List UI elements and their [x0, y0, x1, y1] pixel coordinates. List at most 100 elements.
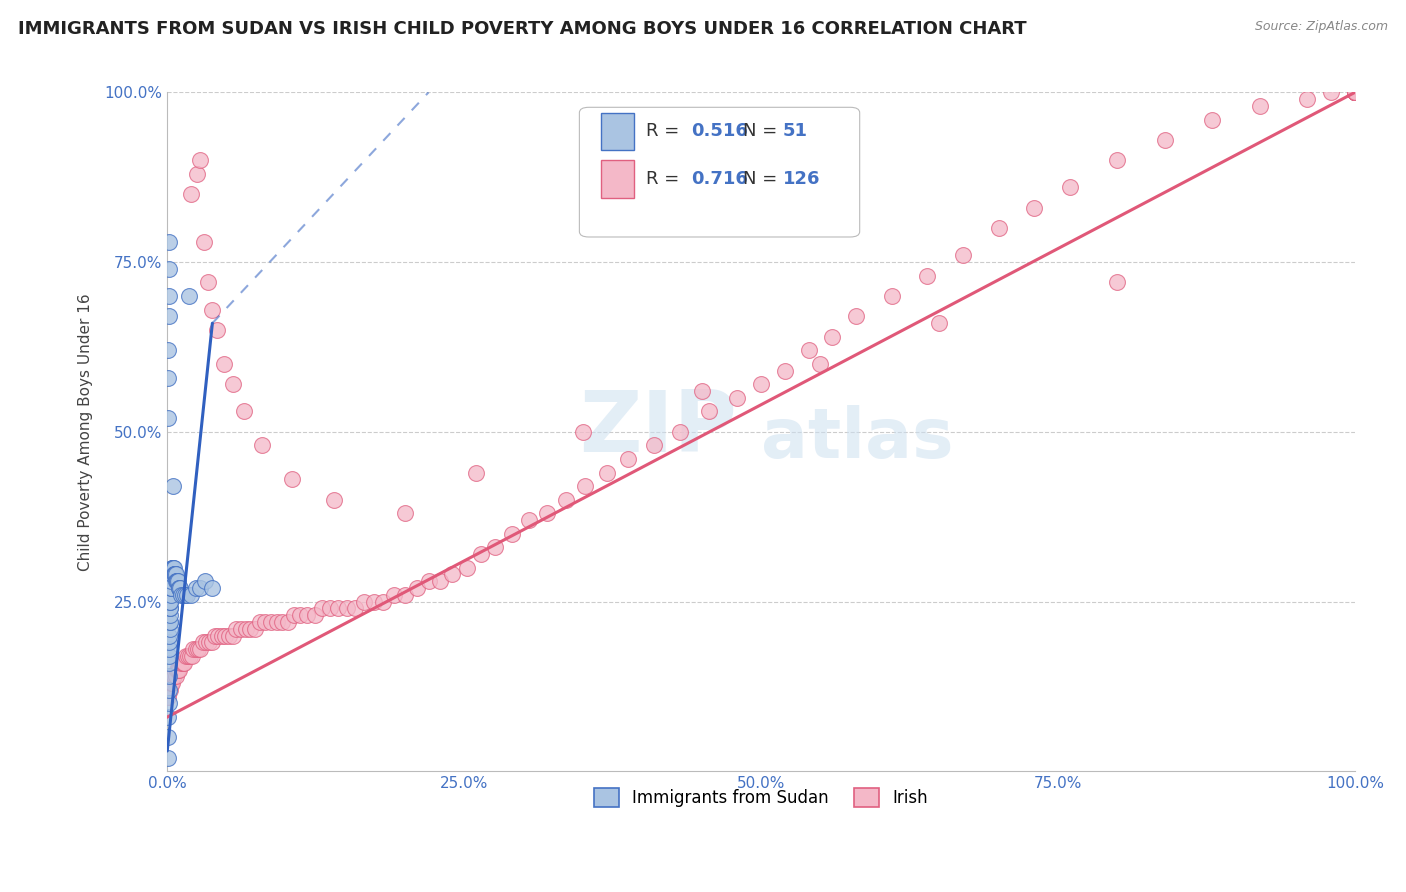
Point	[1107, 276, 1129, 290]
Point	[697, 404, 720, 418]
Point	[193, 235, 215, 249]
Point	[157, 235, 180, 249]
Point	[917, 268, 939, 283]
Point	[1344, 86, 1367, 100]
Point	[1201, 112, 1223, 127]
Point	[159, 622, 181, 636]
Point	[1344, 86, 1367, 100]
Point	[159, 682, 181, 697]
Point	[162, 560, 184, 574]
Text: N =: N =	[744, 169, 783, 187]
Point	[157, 669, 180, 683]
Point	[1344, 86, 1367, 100]
Point	[271, 615, 294, 629]
Point	[218, 629, 240, 643]
Point	[221, 629, 243, 643]
Point	[159, 594, 181, 608]
Point	[157, 690, 180, 704]
Point	[643, 438, 665, 452]
Point	[1024, 201, 1046, 215]
Point	[572, 425, 595, 439]
Point	[157, 710, 180, 724]
Point	[162, 479, 184, 493]
Point	[184, 581, 207, 595]
Point	[183, 642, 205, 657]
Point	[197, 276, 219, 290]
Point	[1344, 86, 1367, 100]
Point	[1344, 86, 1367, 100]
Point	[749, 377, 772, 392]
Point	[290, 608, 312, 623]
Point	[166, 574, 188, 589]
Point	[159, 676, 181, 690]
Point	[1344, 86, 1367, 100]
Point	[328, 601, 350, 615]
Point	[166, 663, 188, 677]
Point	[319, 601, 342, 615]
Point	[1154, 133, 1177, 147]
Point	[229, 622, 252, 636]
Point	[243, 622, 266, 636]
Point	[311, 601, 333, 615]
Point	[281, 472, 304, 486]
Point	[177, 648, 200, 663]
Point	[1344, 86, 1367, 100]
Point	[159, 594, 181, 608]
Point	[167, 663, 190, 677]
Point	[1344, 86, 1367, 100]
Point	[157, 310, 180, 324]
Point	[501, 526, 523, 541]
Point	[165, 567, 187, 582]
Point	[160, 567, 183, 582]
Point	[194, 635, 217, 649]
Point	[170, 588, 193, 602]
Point	[1344, 86, 1367, 100]
Point	[1344, 86, 1367, 100]
Point	[159, 601, 181, 615]
Point	[277, 615, 299, 629]
Point	[201, 302, 224, 317]
Text: 126: 126	[783, 169, 820, 187]
Point	[1344, 86, 1367, 100]
Point	[157, 261, 180, 276]
Point	[157, 648, 180, 663]
Point	[418, 574, 440, 589]
FancyBboxPatch shape	[600, 112, 634, 150]
Point	[1344, 86, 1367, 100]
Point	[159, 629, 181, 643]
Point	[165, 669, 187, 683]
Point	[191, 635, 214, 649]
Point	[266, 615, 288, 629]
Point	[373, 594, 395, 608]
Point	[167, 581, 190, 595]
Point	[1344, 86, 1367, 100]
Point	[160, 581, 183, 595]
Point	[405, 581, 427, 595]
Point	[172, 656, 194, 670]
Point	[174, 588, 197, 602]
Point	[669, 425, 692, 439]
Point	[190, 153, 212, 168]
Point	[157, 682, 180, 697]
Point	[163, 567, 186, 582]
Point	[176, 588, 198, 602]
Point	[159, 608, 181, 623]
Point	[810, 357, 832, 371]
Text: ZIP: ZIP	[579, 387, 737, 470]
FancyBboxPatch shape	[579, 107, 859, 237]
Point	[1344, 86, 1367, 100]
Point	[159, 615, 181, 629]
Point	[536, 507, 558, 521]
Point	[157, 343, 180, 358]
Point	[162, 560, 184, 574]
Point	[162, 669, 184, 683]
Text: R =: R =	[645, 122, 685, 140]
Point	[690, 384, 713, 398]
Y-axis label: Child Poverty Among Boys Under 16: Child Poverty Among Boys Under 16	[79, 293, 93, 571]
Text: 0.716: 0.716	[690, 169, 748, 187]
Point	[1344, 86, 1367, 100]
Point	[821, 330, 844, 344]
Point	[157, 370, 180, 384]
Point	[170, 656, 193, 670]
Point	[322, 492, 344, 507]
